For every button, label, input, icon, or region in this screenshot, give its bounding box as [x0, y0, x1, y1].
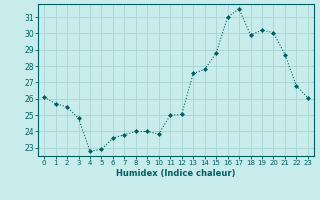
X-axis label: Humidex (Indice chaleur): Humidex (Indice chaleur): [116, 169, 236, 178]
